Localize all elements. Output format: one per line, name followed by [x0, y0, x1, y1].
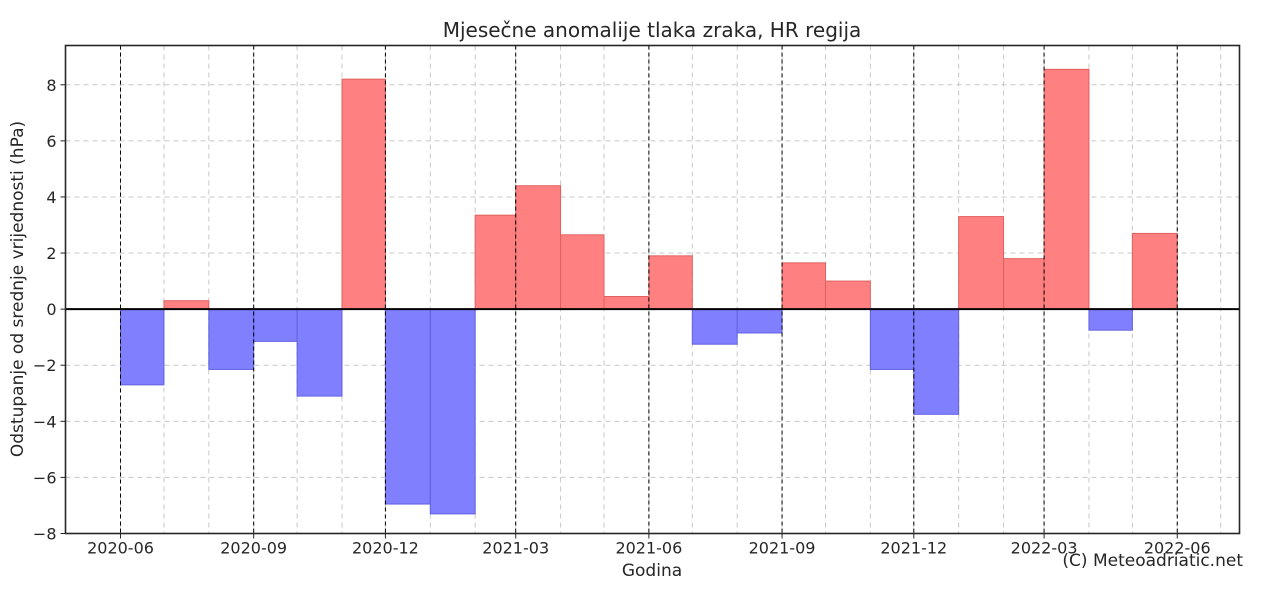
bar — [1131, 232, 1178, 310]
x-tick-label: 2022-06 — [1144, 539, 1211, 558]
x-tick-label: 2020-06 — [87, 539, 154, 558]
bar — [253, 308, 298, 342]
bar — [781, 262, 826, 310]
bar — [384, 308, 431, 505]
y-tick-label: −2 — [33, 356, 57, 375]
credit-text: (C) Meteoadriatic.net — [1062, 551, 1243, 571]
y-tick-label: 8 — [46, 76, 56, 95]
bar — [648, 255, 693, 310]
x-axis-ticks: 2020-06 2020-09 2020-12 2021-03 2021-06 2021-… — [87, 533, 1211, 558]
x-axis-label: Godina — [622, 561, 682, 581]
x-tick-label: 2021-12 — [880, 539, 947, 558]
bar — [515, 185, 562, 310]
y-tick-label: 0 — [46, 300, 56, 319]
y-axis-label: Odstupanje od srednje vrijednosti (hPa) — [8, 121, 28, 457]
bar — [1088, 308, 1133, 331]
x-tick-label: 2020-09 — [220, 539, 287, 558]
chart-title: Mjesečne anomalije tlaka zraka, HR regij… — [443, 18, 862, 42]
x-tick-label: 2021-06 — [615, 539, 682, 558]
bar — [824, 280, 871, 310]
y-tick-label: −4 — [33, 412, 57, 431]
bar — [913, 308, 960, 415]
bar — [869, 308, 915, 370]
bar — [691, 308, 738, 345]
bar — [208, 308, 255, 370]
y-tick-label: −8 — [33, 525, 57, 544]
reference-lines — [65, 45, 1240, 534]
bar — [120, 308, 165, 386]
x-tick-label: 2022-03 — [1011, 539, 1078, 558]
y-axis-ticks: −8 −6 −4 −2 0 2 4 6 8 — [33, 76, 66, 544]
y-tick-label: 4 — [46, 188, 56, 207]
y-tick-label: −6 — [33, 468, 57, 487]
bar — [736, 308, 783, 334]
x-tick-label: 2021-03 — [482, 539, 549, 558]
bar — [958, 216, 1005, 310]
bar — [560, 234, 605, 310]
y-tick-label: 2 — [46, 244, 56, 263]
bar — [429, 308, 476, 515]
bars — [120, 68, 1178, 515]
bar — [603, 296, 650, 310]
bar — [163, 300, 210, 310]
bar — [474, 214, 517, 310]
bar — [1043, 68, 1090, 310]
bar — [1003, 258, 1045, 310]
bar — [296, 308, 343, 397]
bar — [341, 78, 386, 310]
plot-frame — [64, 44, 1241, 535]
x-tick-label: 2021-09 — [749, 539, 816, 558]
y-tick-label: 6 — [46, 132, 56, 151]
x-tick-label: 2020-12 — [352, 539, 419, 558]
